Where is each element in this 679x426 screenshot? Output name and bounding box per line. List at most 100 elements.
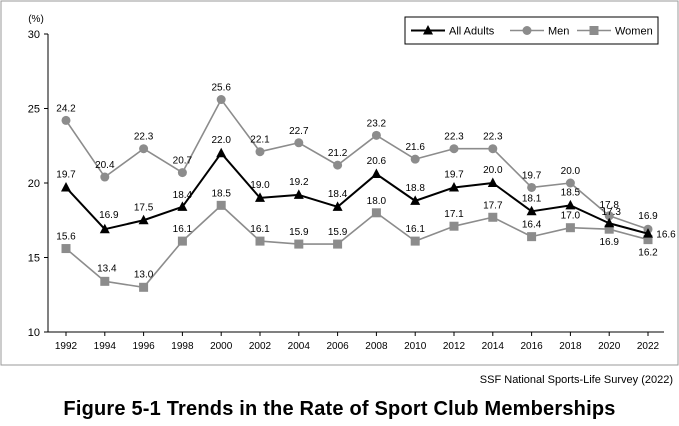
series-line-women xyxy=(65,204,649,289)
data-label-men: 23.2 xyxy=(367,118,387,129)
x-tick-label: 2008 xyxy=(365,341,388,352)
data-label-all-adults: 16.9 xyxy=(99,210,119,221)
data-point-all-adults xyxy=(526,205,537,216)
x-tick-label: 2020 xyxy=(598,341,621,352)
data-label-men: 22.3 xyxy=(444,132,464,143)
data-point-men xyxy=(100,172,110,182)
legend-marker-men xyxy=(522,26,532,35)
data-point-all-adults xyxy=(99,223,110,234)
data-point-women xyxy=(527,232,537,242)
data-point-women xyxy=(294,239,304,249)
data-point-men xyxy=(139,144,149,154)
data-point-men xyxy=(565,178,575,188)
data-point-women xyxy=(216,200,226,210)
data-label-men: 22.3 xyxy=(134,132,154,143)
data-label-women: 18.0 xyxy=(367,196,387,207)
x-tick-label: 2002 xyxy=(249,341,272,352)
data-point-men xyxy=(410,154,420,164)
y-tick-label: 15 xyxy=(28,253,40,265)
legend-label-men: Men xyxy=(548,26,569,38)
data-label-men: 24.2 xyxy=(56,103,76,114)
data-label-all-adults: 16.6 xyxy=(656,230,676,241)
data-point-women xyxy=(643,235,653,245)
data-label-all-adults: 17.5 xyxy=(134,202,154,213)
x-tick-label: 1994 xyxy=(94,341,117,352)
data-point-all-adults xyxy=(216,147,227,158)
data-label-all-adults: 20.6 xyxy=(367,156,387,167)
data-label-women: 16.1 xyxy=(250,224,270,235)
data-point-all-adults xyxy=(565,199,576,210)
data-point-men xyxy=(177,168,187,178)
x-tick-label: 2014 xyxy=(482,341,505,352)
data-point-all-adults xyxy=(371,168,382,179)
data-point-women xyxy=(604,224,614,234)
data-label-all-adults: 18.5 xyxy=(561,187,581,198)
data-point-women xyxy=(371,208,381,218)
data-label-all-adults: 19.0 xyxy=(250,180,270,191)
data-label-men: 16.9 xyxy=(638,211,658,222)
data-label-men: 25.6 xyxy=(211,83,231,94)
data-point-men xyxy=(255,147,265,157)
data-point-men xyxy=(294,138,304,148)
data-label-women: 13.0 xyxy=(134,269,154,280)
data-point-women xyxy=(61,244,71,254)
data-point-women xyxy=(488,212,498,222)
data-point-all-adults xyxy=(138,214,149,225)
x-tick-label: 2006 xyxy=(326,341,349,352)
data-point-women xyxy=(177,236,187,246)
x-tick-label: 1998 xyxy=(171,341,194,352)
data-point-women xyxy=(139,282,149,292)
data-label-men: 22.7 xyxy=(289,126,309,137)
data-point-women xyxy=(565,223,575,233)
data-label-all-adults: 18.1 xyxy=(522,193,542,204)
outer-frame xyxy=(0,0,679,366)
x-tick-label: 2010 xyxy=(404,341,427,352)
x-tick-label: 2016 xyxy=(520,341,543,352)
data-label-men: 22.3 xyxy=(483,132,503,143)
series-line-all-adults xyxy=(65,152,649,235)
legend-label-all-adults: All Adults xyxy=(449,26,495,38)
data-point-men xyxy=(371,130,381,140)
data-label-all-adults: 19.7 xyxy=(444,169,464,180)
data-label-all-adults: 17.3 xyxy=(601,207,621,218)
data-label-women: 16.4 xyxy=(522,220,542,231)
data-label-women: 18.5 xyxy=(211,188,231,199)
data-label-women: 16.9 xyxy=(599,237,619,248)
data-label-women: 17.1 xyxy=(444,209,464,220)
line-chart: (%) 10 15 20 25 30 1992 1994 1996 1998 2000 2002 200… xyxy=(0,0,679,366)
data-label-all-adults: 22.0 xyxy=(211,135,231,146)
data-label-men: 20.4 xyxy=(95,160,115,171)
data-label-women: 13.4 xyxy=(97,263,117,274)
data-label-men: 20.7 xyxy=(173,156,193,167)
data-point-men xyxy=(527,182,537,192)
figure-title: Figure 5-1 Trends in the Rate of Sport C… xyxy=(63,398,616,420)
data-point-all-adults xyxy=(604,217,615,228)
data-label-men: 20.0 xyxy=(561,166,581,177)
x-tick-label: 2022 xyxy=(637,341,660,352)
data-label-all-adults: 18.4 xyxy=(173,190,193,201)
data-label-women: 17.0 xyxy=(561,211,581,222)
data-point-women xyxy=(410,236,420,246)
y-tick-label: 20 xyxy=(28,178,40,190)
data-label-women: 15.6 xyxy=(56,232,76,243)
data-label-men: 19.7 xyxy=(522,170,542,181)
data-label-women: 16.1 xyxy=(405,224,425,235)
chart-frame: (%) 10 15 20 25 30 1992 1994 1996 1998 2000 2002 200… xyxy=(0,0,679,366)
x-tick-label: 2012 xyxy=(443,341,466,352)
data-label-men: 22.1 xyxy=(250,135,270,146)
data-point-men xyxy=(61,115,71,125)
data-label-women: 17.7 xyxy=(483,200,503,211)
legend-marker-women xyxy=(589,26,599,35)
x-tick-label: 2000 xyxy=(210,341,233,352)
data-point-women xyxy=(449,221,459,231)
data-label-all-adults: 19.2 xyxy=(289,177,309,188)
data-point-women xyxy=(333,239,343,249)
data-point-women xyxy=(255,236,265,246)
data-point-all-adults xyxy=(487,177,498,187)
source-note: SSF National Sports-Life Survey (2022) xyxy=(479,374,673,386)
data-point-men xyxy=(488,144,498,154)
data-label-all-adults: 19.7 xyxy=(56,169,76,180)
legend-label-women: Women xyxy=(615,26,653,38)
data-label-men: 17.8 xyxy=(599,200,619,211)
data-point-all-adults xyxy=(61,181,71,192)
